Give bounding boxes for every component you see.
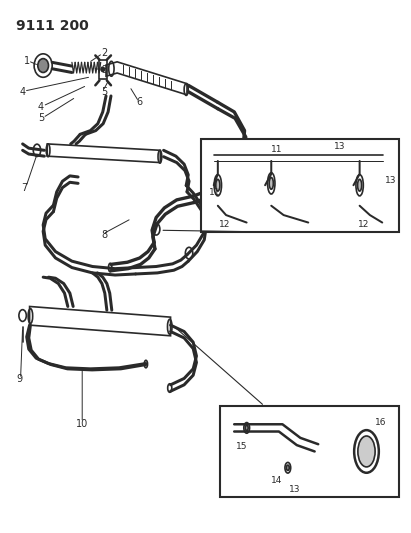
Circle shape: [38, 59, 48, 72]
Ellipse shape: [216, 179, 220, 191]
Text: 13: 13: [385, 176, 397, 185]
Text: 3: 3: [102, 66, 108, 75]
Text: 5: 5: [38, 114, 44, 123]
Polygon shape: [106, 62, 187, 95]
Text: 4: 4: [38, 102, 44, 111]
Ellipse shape: [101, 67, 104, 71]
Text: 2: 2: [102, 49, 108, 58]
Bar: [201, 139, 399, 232]
Bar: [99, 60, 107, 79]
Ellipse shape: [245, 425, 248, 431]
Ellipse shape: [358, 436, 375, 467]
Text: 13: 13: [334, 142, 345, 150]
Text: 4: 4: [20, 87, 25, 96]
Bar: [220, 406, 399, 497]
Text: 9111 200: 9111 200: [16, 19, 89, 33]
Text: 13: 13: [289, 485, 301, 494]
Text: 8: 8: [102, 230, 108, 239]
Text: 12: 12: [219, 220, 231, 229]
Text: 1: 1: [24, 56, 30, 66]
Text: 11: 11: [208, 188, 220, 197]
Ellipse shape: [286, 465, 289, 471]
Text: 5: 5: [102, 87, 108, 96]
Text: 14: 14: [271, 476, 283, 485]
Ellipse shape: [269, 177, 273, 189]
Text: 9: 9: [17, 375, 23, 384]
Text: 7: 7: [21, 183, 28, 192]
Ellipse shape: [358, 179, 362, 191]
Text: 15: 15: [236, 442, 247, 451]
Text: 11: 11: [270, 146, 282, 154]
Polygon shape: [30, 306, 171, 336]
Text: 10: 10: [76, 419, 88, 429]
Text: 12: 12: [358, 220, 369, 229]
Polygon shape: [47, 144, 160, 163]
Text: 16: 16: [375, 418, 386, 427]
Text: 6: 6: [137, 98, 143, 107]
